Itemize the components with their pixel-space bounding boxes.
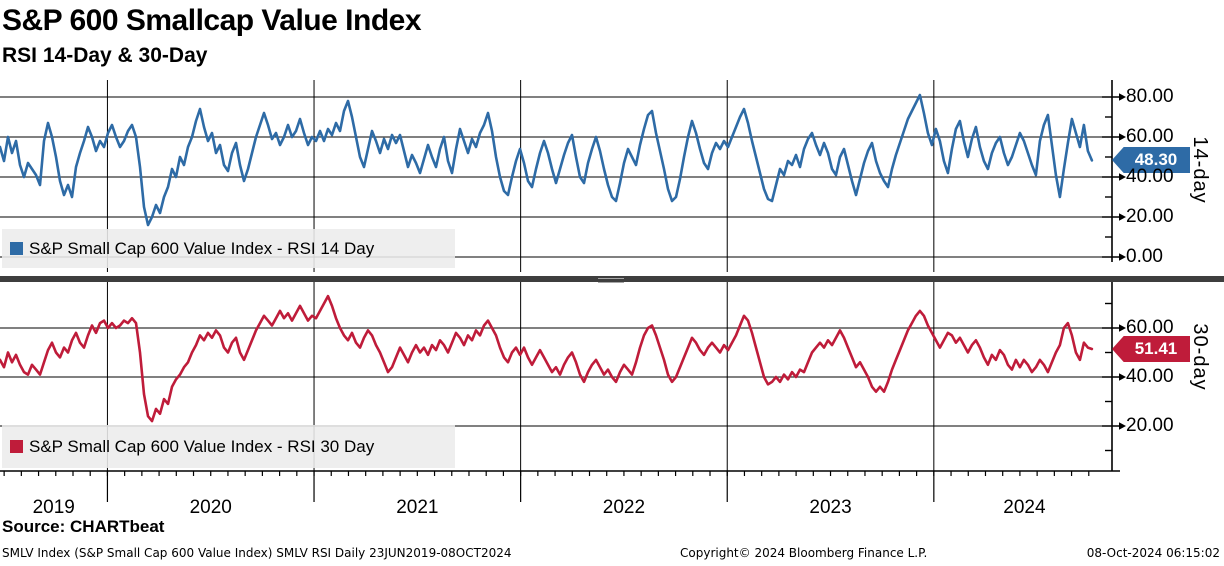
x-year-label: 2023	[809, 497, 852, 518]
y-tick-label: 40.00	[1126, 166, 1174, 187]
tick-arrowhead-icon	[1119, 324, 1126, 332]
rsi30-legend-label: S&P Small Cap 600 Value Index - RSI 30 D…	[29, 436, 375, 456]
footer-copyright: Copyright© 2024 Bloomberg Finance L.P.	[680, 546, 928, 560]
rsi14-series-line	[0, 93, 1094, 227]
y-tick-label: 20.00	[1126, 206, 1174, 227]
source-line: Source: CHARTbeat	[2, 517, 165, 536]
y-tick-label: 80.00	[1126, 86, 1174, 107]
rsi30-series-line	[0, 294, 1094, 423]
tick-arrowhead-icon	[1119, 373, 1126, 381]
x-year-label: 2020	[189, 497, 232, 518]
tick-arrowhead-icon	[1119, 133, 1126, 141]
tick-arrowhead-icon	[1119, 422, 1126, 430]
rsi30-legend-swatch-icon	[10, 440, 23, 453]
rsi14-last-value-badge: 48.30	[1112, 147, 1190, 173]
x-year-label: 2022	[602, 497, 646, 518]
x-year-label: 2024	[1003, 497, 1046, 518]
legend-rsi14: S&P Small Cap 600 Value Index - RSI 14 D…	[2, 229, 455, 268]
splitter-grip-icon	[598, 277, 624, 283]
y-tick-label: 0.00	[1126, 246, 1163, 267]
y-tick-label: 20.00	[1126, 415, 1174, 436]
tick-arrowhead-icon	[1119, 253, 1126, 261]
tick-arrowhead-icon	[1119, 213, 1126, 221]
panel-splitter[interactable]	[0, 276, 1224, 283]
tick-arrowhead-icon	[1119, 173, 1126, 181]
page-title: S&P 600 Smallcap Value Index	[2, 4, 422, 37]
y-tick-label: 40.00	[1126, 366, 1174, 387]
legend-rsi30: S&P Small Cap 600 Value Index - RSI 30 D…	[2, 425, 455, 468]
page-subtitle: RSI 14-Day & 30-Day	[2, 44, 208, 67]
y-tick-label: 60.00	[1126, 317, 1174, 338]
rsi14-axis-title: 14-day	[1189, 136, 1211, 204]
footer-timestamp: 08-Oct-2024 06:15:02	[1086, 546, 1220, 560]
y-tick-label: 60.00	[1126, 126, 1174, 147]
x-year-label: 2021	[396, 497, 439, 518]
footer-security-info: SMLV Index (S&P Small Cap 600 Value Inde…	[2, 546, 512, 560]
x-year-label: 2019	[32, 497, 75, 518]
rsi14-legend-swatch-icon	[10, 242, 23, 255]
tick-arrowhead-icon	[1119, 93, 1126, 101]
rsi14-legend-label: S&P Small Cap 600 Value Index - RSI 14 D…	[29, 238, 375, 258]
rsi30-last-value-badge: 51.41	[1112, 336, 1190, 362]
rsi30-axis-title: 30-day	[1189, 323, 1211, 391]
